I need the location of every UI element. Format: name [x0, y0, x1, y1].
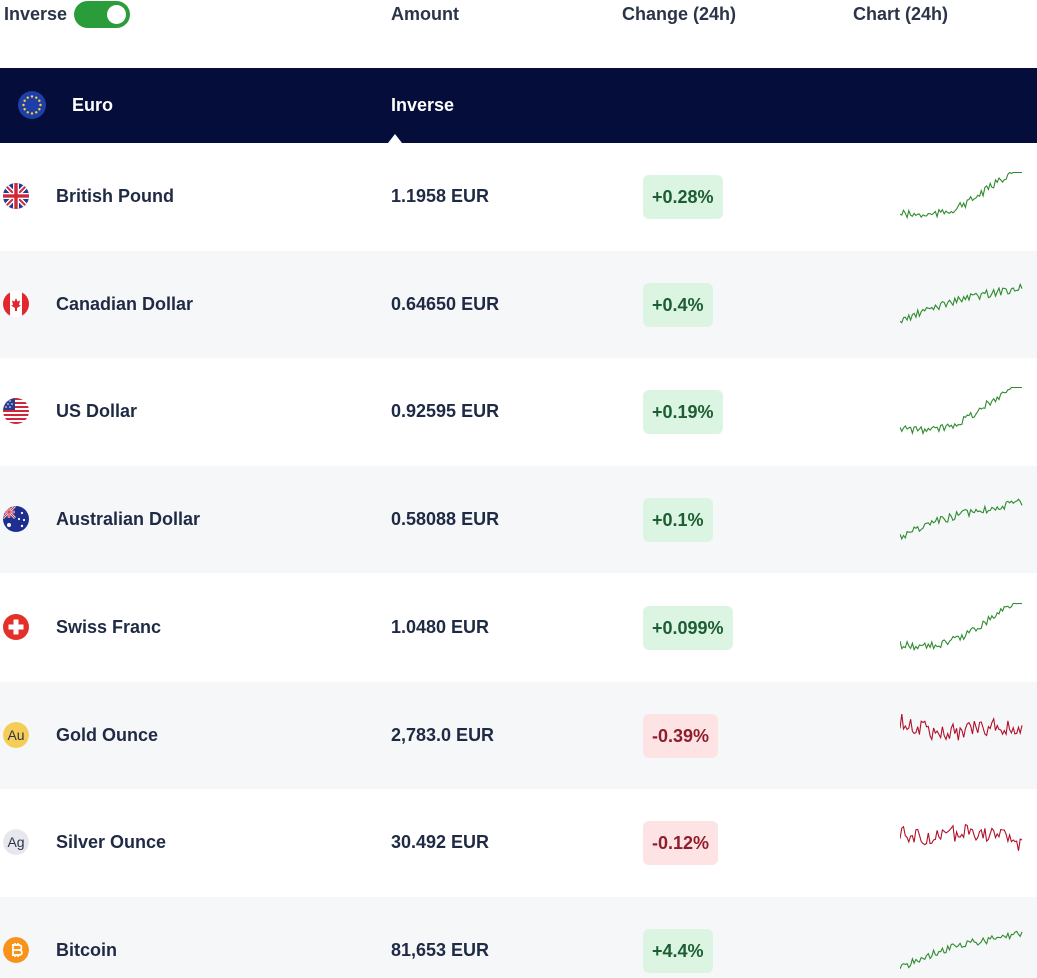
sparkline-line [900, 171, 1022, 220]
bitcoin-icon [3, 936, 29, 963]
inverse-toggle[interactable] [74, 1, 130, 28]
change-badge: +4.4% [643, 928, 713, 973]
currency-row[interactable]: Bitcoin 81,653 EUR +4.4% [0, 896, 1037, 978]
sparkline-line [900, 824, 1023, 852]
currency-name[interactable]: Australian Dollar [56, 509, 201, 530]
sparkline-line [900, 498, 1023, 541]
metal-symbol: Ag [3, 829, 29, 856]
amount-value: 0.58088 EUR [391, 509, 500, 530]
pointer-indicator [388, 134, 402, 143]
silver-icon: Ag [3, 829, 29, 856]
sparkline-chart[interactable] [900, 386, 1024, 438]
sparkline-chart[interactable] [900, 494, 1024, 546]
sparkline-chart[interactable] [900, 171, 1024, 223]
toggle-knob [107, 5, 126, 24]
amount-value: 1.1958 EUR [391, 186, 490, 206]
base-mode-label: Inverse [391, 95, 455, 115]
currency-name[interactable]: Gold Ounce [56, 724, 159, 745]
column-amount: Amount [391, 4, 459, 24]
sparkline-line [900, 930, 1023, 970]
change-badge: +0.099% [643, 605, 733, 650]
sparkline-chart[interactable] [900, 602, 1024, 654]
amount-value: 0.92595 EUR [391, 401, 500, 422]
amount-value: 2,783.0 EUR [391, 724, 495, 745]
sparkline-line [900, 282, 1023, 324]
currency-row[interactable]: Au Gold Ounce 2,783.0 EUR -0.39% [0, 681, 1037, 789]
currency-name[interactable]: Silver Ounce [56, 832, 167, 853]
currency-row[interactable]: Canadian Dollar 0.64650 EUR +0.4% [0, 250, 1037, 358]
amount-value: 30.492 EUR [391, 832, 490, 853]
sparkline-chart[interactable] [900, 710, 1024, 762]
currency-name[interactable]: British Pound [56, 186, 174, 206]
australia-flag-icon [3, 506, 29, 533]
gold-icon: Au [3, 721, 29, 748]
inverse-label: Inverse [4, 4, 68, 24]
amount-value: 0.64650 EUR [391, 293, 500, 314]
sparkline-line [900, 387, 1022, 436]
eu-flag-icon [18, 91, 46, 119]
currency-name[interactable]: US Dollar [56, 401, 138, 422]
change-badge: -0.39% [643, 713, 719, 758]
currency-row[interactable]: US Dollar 0.92595 EUR +0.19% [0, 358, 1037, 465]
change-badge: +0.19% [643, 390, 723, 435]
currency-name[interactable]: Canadian Dollar [56, 293, 194, 314]
change-badge: -0.12% [643, 821, 719, 866]
currency-row[interactable]: Australian Dollar 0.58088 EUR +0.1% [0, 466, 1037, 574]
currency-row[interactable]: Swiss Franc 1.0480 EUR +0.099% [0, 574, 1037, 681]
table-header: Inverse Amount Change (24h) Chart (24h) [0, 0, 1037, 68]
base-currency-name: Euro [72, 95, 114, 115]
change-badge: +0.1% [643, 498, 713, 543]
amount-value: 1.0480 EUR [391, 616, 490, 637]
change-badge: +0.28% [643, 175, 723, 219]
base-currency-row [0, 68, 1037, 143]
sparkline-chart[interactable] [900, 279, 1024, 331]
currency-name[interactable]: Bitcoin [56, 939, 117, 960]
amount-value: 81,653 EUR [391, 939, 490, 960]
column-change: Change (24h) [622, 4, 737, 24]
uk-flag-icon [3, 183, 29, 209]
canada-flag-icon [3, 290, 29, 317]
sparkline-chart[interactable] [900, 817, 1024, 869]
us-flag-icon [3, 398, 29, 425]
currency-name[interactable]: Swiss Franc [56, 616, 162, 637]
swiss-flag-icon [3, 613, 29, 640]
currency-row[interactable]: British Pound 1.1958 EUR +0.28% [0, 143, 1037, 250]
sparkline-chart[interactable] [900, 925, 1024, 977]
currency-row[interactable]: Ag Silver Ounce 30.492 EUR -0.12% [0, 789, 1037, 896]
change-badge: +0.4% [643, 282, 713, 327]
sparkline-line [900, 713, 1023, 741]
metal-symbol: Au [3, 721, 29, 748]
sparkline-line [900, 602, 1022, 651]
column-chart: Chart (24h) [853, 4, 949, 24]
